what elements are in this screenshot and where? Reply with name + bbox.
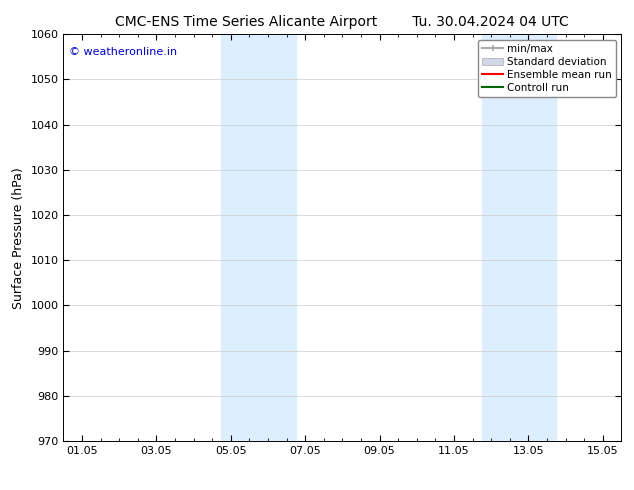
Text: © weatheronline.in: © weatheronline.in [69,47,177,56]
Legend: min/max, Standard deviation, Ensemble mean run, Controll run: min/max, Standard deviation, Ensemble me… [478,40,616,97]
Title: CMC-ENS Time Series Alicante Airport        Tu. 30.04.2024 04 UTC: CMC-ENS Time Series Alicante Airport Tu.… [115,15,569,29]
Y-axis label: Surface Pressure (hPa): Surface Pressure (hPa) [12,167,25,309]
Bar [221,34,296,441]
Bar [482,34,556,441]
